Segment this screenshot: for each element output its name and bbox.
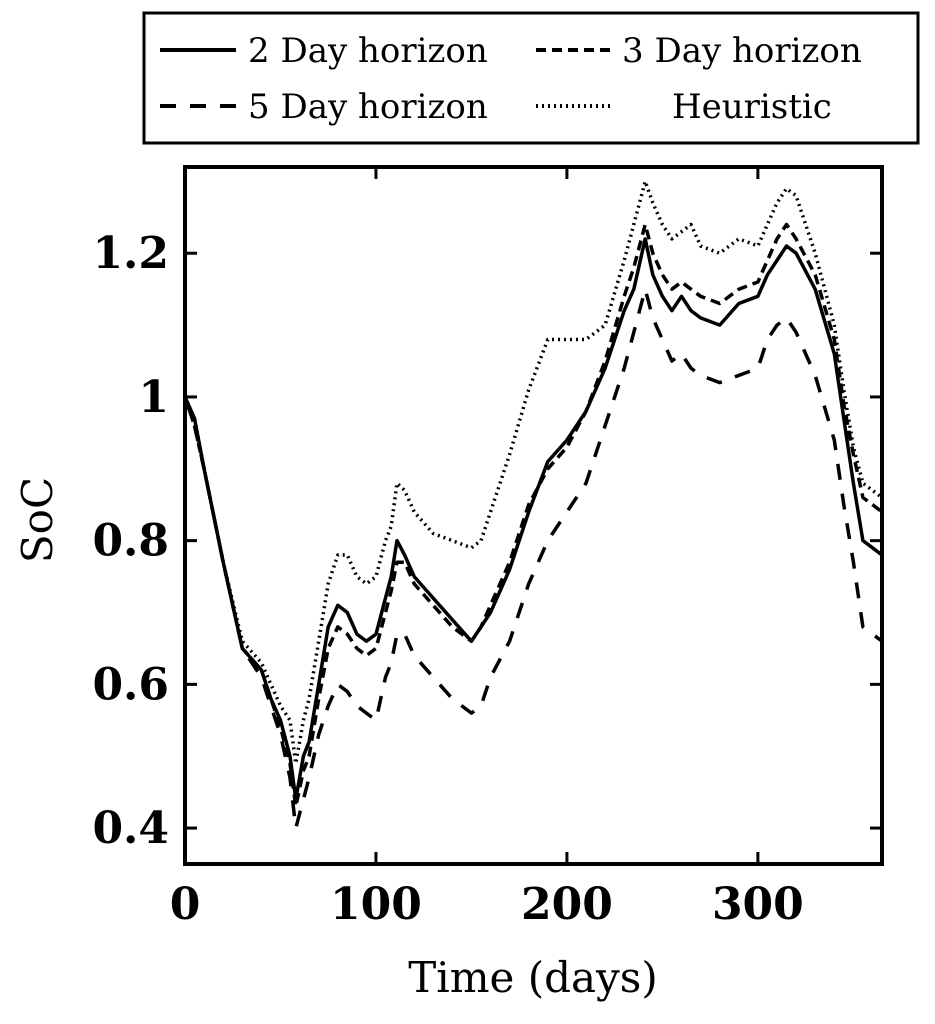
series-line-5-day-horizon <box>183 287 884 830</box>
y-tick-label: 0.6 <box>92 659 169 710</box>
plot-frame <box>183 165 884 866</box>
legend: 2 Day horizon 3 Day horizon 5 Day horizo… <box>142 11 920 145</box>
x-tick-label: 100 <box>330 879 422 930</box>
ticks-layer: 0 100 200 300 0.4 0.6 0.8 1 1.2 <box>92 167 882 930</box>
y-tick-label: 1.2 <box>92 228 169 279</box>
y-axis-title: SoC <box>13 477 62 563</box>
series-layer <box>183 179 884 830</box>
x-tick-label: 200 <box>521 879 613 930</box>
series-line-heuristic <box>183 179 884 766</box>
legend-box <box>142 11 920 145</box>
y-tick-label: 0.8 <box>92 516 169 567</box>
x-tick-label: 300 <box>712 879 804 930</box>
legend-label-3-day: 3 Day horizon <box>622 31 862 71</box>
legend-label-5-day: 5 Day horizon <box>248 87 488 127</box>
series-line-3-day-horizon <box>183 222 884 809</box>
x-axis-title: Time (days) <box>408 953 657 1002</box>
y-tick-label: 0.4 <box>92 803 169 854</box>
series-line-2-day-horizon <box>183 237 884 802</box>
y-tick-label: 1 <box>138 372 169 423</box>
x-tick-label: 0 <box>170 879 201 930</box>
legend-label-2-day: 2 Day horizon <box>248 31 488 71</box>
legend-label-heuristic: Heuristic <box>672 87 832 127</box>
